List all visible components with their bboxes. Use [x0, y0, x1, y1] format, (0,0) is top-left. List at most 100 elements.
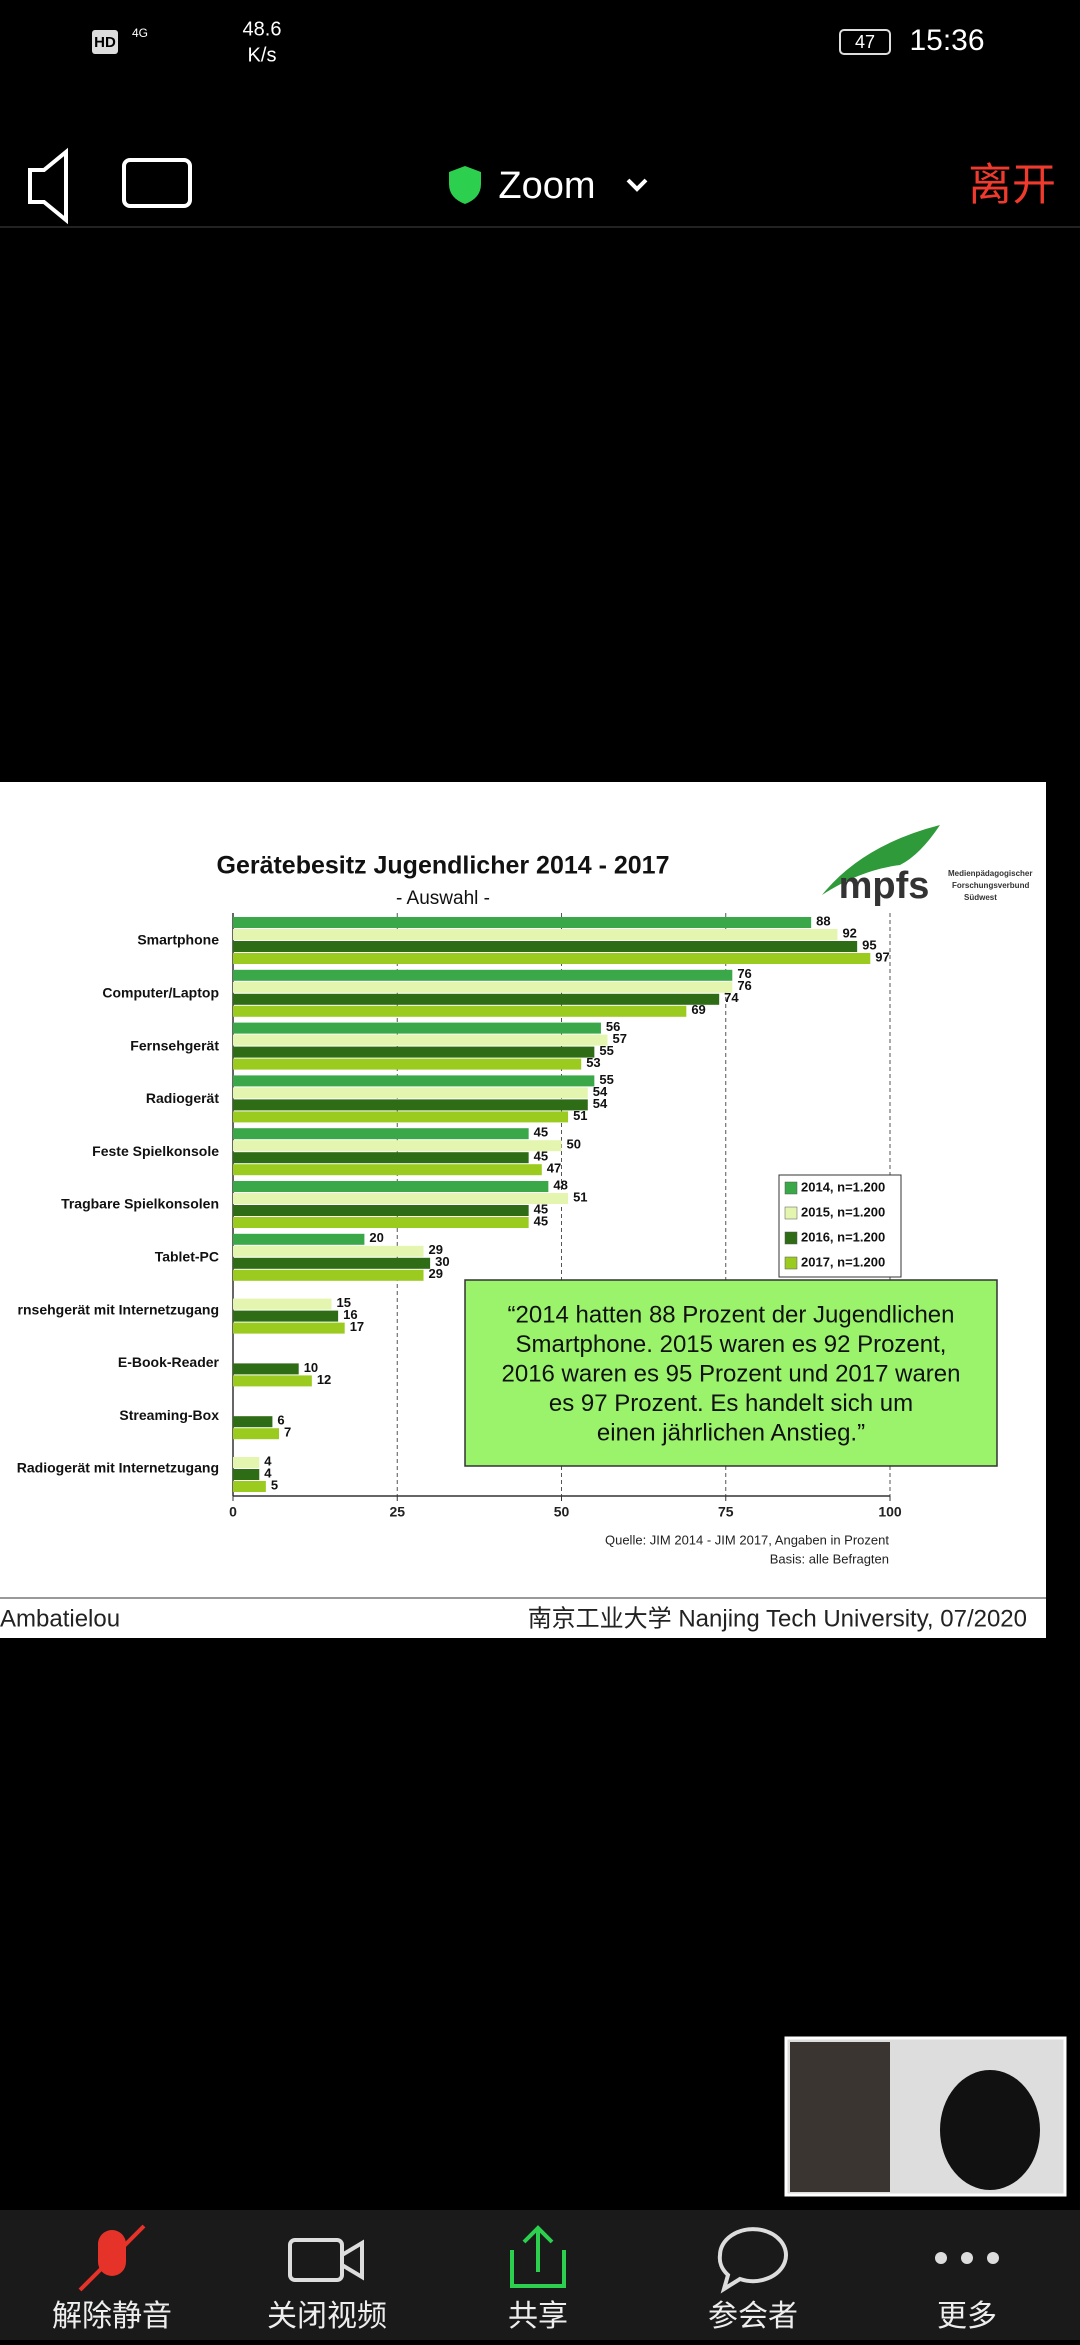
category-label: Fernsehgerät — [130, 1037, 219, 1053]
bar — [233, 1469, 260, 1480]
annotation-box — [464, 1279, 998, 1467]
camera-switch-icon[interactable] — [122, 158, 192, 208]
value-label: 55 — [599, 1072, 613, 1087]
annotation-line: es 97 Prozent. Es handelt sich um — [549, 1390, 913, 1417]
bar — [233, 1164, 542, 1176]
category-label: E-Book-Reader — [118, 1354, 220, 1370]
bar — [233, 1375, 312, 1387]
share-icon[interactable] — [510, 2225, 566, 2288]
bar — [233, 981, 733, 993]
toolbar-label[interactable]: 共享 — [508, 2300, 568, 2333]
time: 15:36 — [909, 24, 984, 57]
source: Quelle: JIM 2014 - JIM 2017, Angaben in … — [605, 1532, 889, 1547]
value-label: 45 — [534, 1201, 548, 1216]
legend-label: 2017, n=1.200 — [801, 1254, 885, 1269]
value-label: 54 — [593, 1096, 608, 1111]
annotation-line: einen jährlichen Anstieg.” — [597, 1419, 865, 1446]
category-label: Computer/Laptop — [102, 985, 219, 1001]
chart-title: Gerätebesitz Jugendlicher 2014 - 2017 — [217, 852, 670, 880]
value-label: 17 — [350, 1319, 364, 1334]
x-tick-label: 100 — [878, 1504, 902, 1520]
toolbar-label[interactable]: 更多 — [937, 2300, 997, 2333]
legend-box — [778, 1174, 902, 1278]
bar — [233, 1428, 279, 1440]
x-tick-label: 75 — [718, 1504, 734, 1520]
more-dot[interactable] — [961, 2252, 973, 2264]
hd-badge — [92, 30, 118, 54]
logo-swoosh — [822, 825, 940, 895]
value-label: 95 — [862, 937, 876, 952]
category-label: Smartphone — [137, 932, 219, 948]
bar — [233, 1269, 424, 1281]
category-label: Streaming-Box — [119, 1407, 219, 1423]
category-label: Tragbare Spielkonsolen — [61, 1196, 219, 1212]
bar — [233, 1310, 339, 1322]
value-label: 7 — [284, 1425, 291, 1440]
bar — [233, 1111, 569, 1123]
toolbar-label[interactable]: 参会者 — [708, 2300, 798, 2333]
value-label: 55 — [599, 1043, 613, 1058]
shield-icon — [449, 166, 481, 204]
bar — [233, 993, 720, 1005]
chevron[interactable] — [626, 178, 648, 192]
bar — [233, 1457, 260, 1468]
value-label: 16 — [343, 1307, 357, 1322]
bar — [233, 1099, 588, 1111]
x-tick-label: 0 — [229, 1504, 237, 1520]
more-dot[interactable] — [987, 2252, 999, 2264]
chart-subtitle: - Auswahl - — [396, 888, 490, 909]
mic-slash — [78, 2224, 146, 2292]
legend-label: 2015, n=1.200 — [801, 1204, 885, 1219]
value-label: 47 — [547, 1161, 561, 1176]
category-label: Tablet-PC — [155, 1249, 219, 1265]
battery: 47 — [855, 32, 875, 52]
legend-swatch — [784, 1256, 798, 1270]
value-label: 45 — [534, 1213, 548, 1228]
leave-button[interactable]: 离开 — [968, 161, 1056, 210]
value-label: 51 — [573, 1108, 587, 1123]
value-label: 54 — [593, 1084, 608, 1099]
value-label: 92 — [842, 925, 856, 940]
value-label: 53 — [586, 1055, 600, 1070]
bar — [233, 1075, 595, 1087]
value-label: 76 — [737, 966, 751, 981]
institution: 南京工业大学 Nanjing Tech University, 07/2020 — [528, 1605, 1027, 1632]
x-tick-label: 25 — [389, 1504, 405, 1520]
bar — [233, 1257, 431, 1269]
video-icon-lens — [340, 2239, 364, 2281]
value-label: 76 — [737, 978, 751, 993]
toolbar-label[interactable]: 关闭视频 — [267, 2300, 387, 2333]
value-label: 97 — [875, 949, 889, 964]
legend-label: 2016, n=1.200 — [801, 1229, 885, 1244]
more-dot[interactable] — [935, 2252, 947, 2264]
basis: Basis: alle Befragten — [770, 1551, 889, 1566]
bookshelf — [790, 2042, 890, 2192]
video-icon[interactable] — [288, 2238, 344, 2282]
bar — [233, 1245, 424, 1257]
speaker-icon[interactable] — [28, 147, 68, 225]
bar — [233, 917, 812, 928]
value-label: 57 — [612, 1031, 626, 1046]
value-label: 29 — [429, 1242, 443, 1257]
legend-swatch — [784, 1231, 798, 1245]
logo-caption: Forschungsverbund — [952, 881, 1029, 890]
value-label: 74 — [724, 990, 739, 1005]
meeting-title[interactable]: Zoom — [498, 165, 595, 207]
x-tick-label: 50 — [554, 1504, 570, 1520]
bar — [233, 929, 838, 940]
value-label: 10 — [304, 1360, 318, 1375]
legend-swatch — [784, 1206, 798, 1220]
value-label: 12 — [317, 1372, 331, 1387]
value-label: 56 — [606, 1019, 620, 1034]
category-label: Feste Spielkonsole — [92, 1143, 219, 1159]
value-label: 15 — [337, 1295, 351, 1310]
annotation-line: “2014 hatten 88 Prozent der Jugendlichen — [508, 1301, 955, 1328]
logo: mpfs — [839, 865, 930, 907]
person — [940, 2070, 1040, 2190]
bar — [233, 1416, 273, 1428]
value-label: 48 — [553, 1177, 567, 1192]
toolbar-label[interactable]: 解除静音 — [52, 2300, 172, 2333]
participants-icon[interactable] — [717, 2227, 788, 2294]
bar — [233, 1205, 529, 1216]
bar — [233, 1217, 529, 1228]
